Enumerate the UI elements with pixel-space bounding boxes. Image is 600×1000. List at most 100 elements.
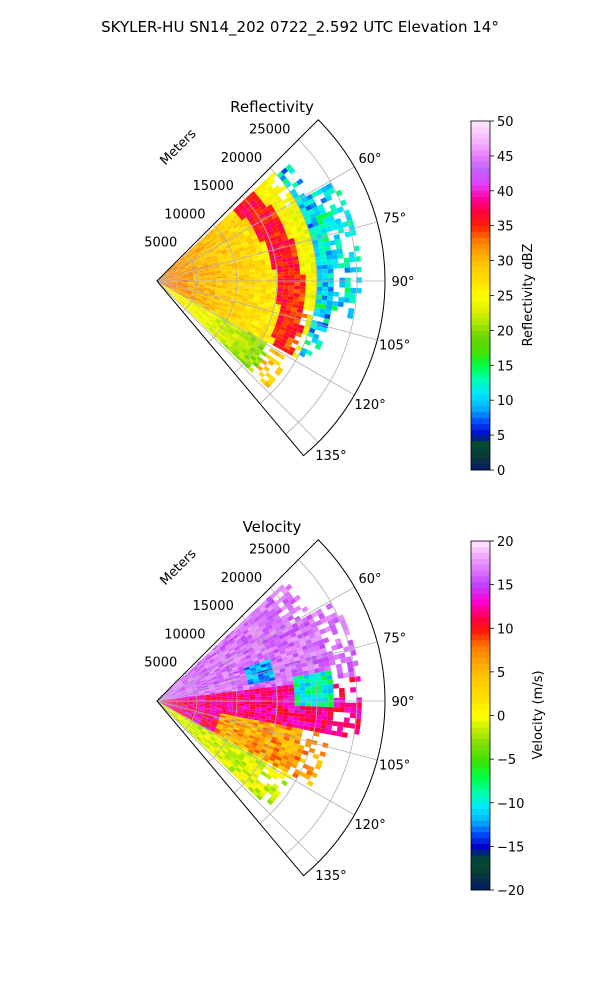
data-cell (170, 693, 176, 696)
angle-tick-label: 60° (359, 572, 382, 587)
data-cell (326, 254, 333, 261)
data-cell (265, 296, 272, 300)
data-cell (225, 246, 232, 251)
data-cell (221, 237, 227, 242)
data-cell (274, 307, 281, 312)
data-cell (176, 702, 183, 704)
data-cell (238, 272, 244, 276)
data-cell (327, 291, 334, 297)
data-cell (225, 244, 231, 249)
data-cell (164, 705, 169, 710)
data-cell (249, 244, 256, 249)
data-cell (198, 674, 205, 679)
data-cell (170, 273, 176, 276)
data-cell (320, 617, 328, 624)
data-cell (262, 638, 269, 645)
data-cell (226, 287, 233, 290)
data-cell (316, 685, 323, 690)
data-cell (198, 254, 205, 259)
data-cell (245, 728, 252, 733)
data-cell (193, 246, 199, 252)
data-cell (159, 282, 166, 285)
data-cell (174, 291, 180, 295)
data-cell (194, 309, 201, 314)
data-cell (248, 339, 255, 345)
data-cell (204, 673, 210, 678)
data-cell (205, 701, 211, 703)
data-cell (160, 699, 166, 701)
data-cell (211, 243, 218, 248)
data-cell (325, 250, 332, 256)
data-cell (238, 277, 245, 280)
colorbar-segment (471, 353, 490, 360)
data-cell (243, 782, 251, 789)
data-cell (210, 652, 217, 658)
data-cell (322, 236, 330, 243)
data-cell (310, 636, 318, 643)
data-cell (282, 198, 290, 205)
data-cell (176, 697, 183, 700)
data-cell (237, 710, 244, 714)
data-cell (216, 283, 222, 285)
data-cell (225, 312, 232, 317)
data-cell (190, 672, 197, 677)
data-cell (197, 661, 203, 667)
data-cell (186, 711, 192, 715)
data-cell (192, 723, 198, 728)
data-cell (230, 212, 237, 218)
data-cell (260, 733, 268, 738)
data-cell (204, 705, 211, 708)
data-cell (198, 664, 205, 669)
data-cell (198, 734, 204, 739)
data-cell (210, 252, 216, 256)
data-cell (275, 321, 283, 327)
data-cell (233, 726, 240, 731)
data-cell (250, 309, 257, 314)
data-cell (193, 677, 200, 682)
data-cell (182, 705, 188, 707)
data-cell (240, 673, 247, 677)
data-cell (243, 267, 250, 271)
data-cell (220, 713, 227, 717)
data-cell (242, 717, 249, 722)
data-cell (266, 328, 274, 334)
data-cell (198, 709, 205, 712)
data-cell (173, 686, 179, 690)
data-cell (274, 672, 281, 677)
data-cell (270, 683, 277, 687)
data-cell (205, 674, 211, 679)
data-cell (349, 256, 356, 263)
data-cell (265, 353, 272, 360)
data-cell (266, 702, 273, 705)
data-cell (198, 242, 204, 248)
data-cell (164, 272, 169, 277)
data-cell (260, 693, 267, 697)
data-cell (212, 678, 219, 682)
data-cell (273, 204, 280, 211)
data-cell (278, 773, 286, 780)
data-cell (204, 703, 211, 706)
data-cell (331, 254, 338, 260)
data-cell (226, 248, 233, 253)
data-cell (169, 707, 175, 711)
data-cell (344, 287, 351, 293)
data-cell (285, 611, 292, 618)
data-cell (316, 693, 323, 699)
data-cell (164, 272, 170, 277)
data-cell (293, 259, 300, 265)
data-cell (294, 267, 300, 272)
colorbar-segment (471, 365, 490, 372)
data-cell (264, 602, 271, 609)
data-cell (224, 242, 230, 248)
data-cell (215, 318, 222, 323)
data-cell (179, 255, 185, 261)
data-cell (233, 741, 240, 746)
data-cell (264, 334, 271, 340)
data-cell (283, 705, 289, 710)
data-cell (210, 695, 217, 698)
data-cell (234, 319, 241, 324)
data-cell (327, 684, 334, 690)
data-cell (239, 624, 246, 631)
data-cell (237, 345, 244, 351)
data-cell (261, 279, 267, 282)
